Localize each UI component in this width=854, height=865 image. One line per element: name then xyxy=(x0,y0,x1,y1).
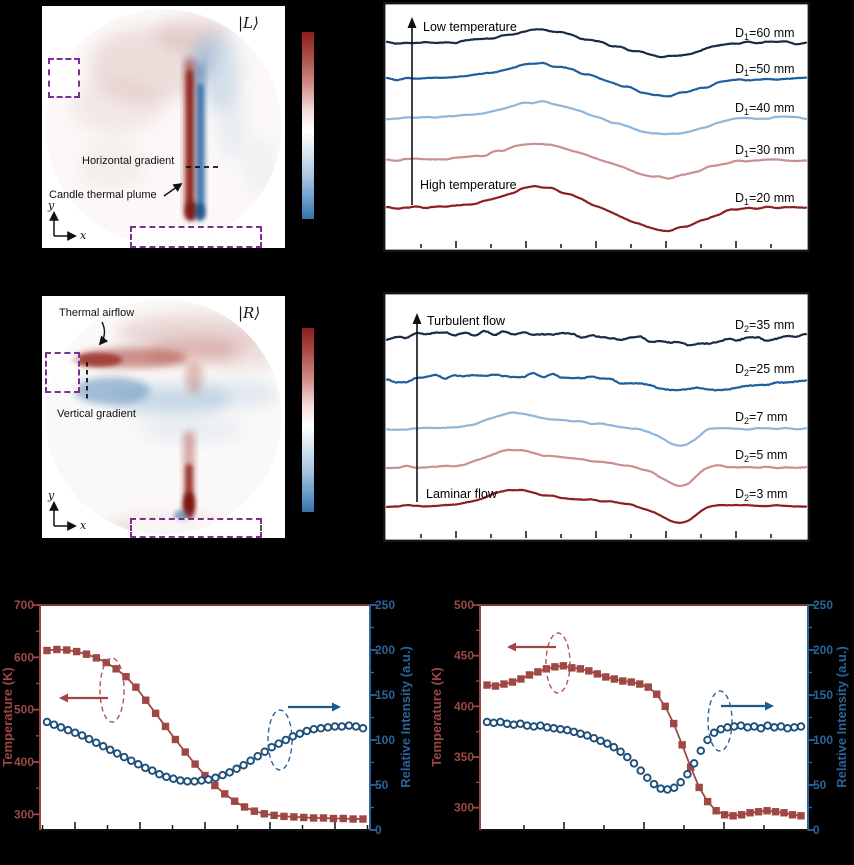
arrow-top-label: Turbulent flow xyxy=(427,314,506,328)
state-ket-label: |R⟩ xyxy=(238,304,261,322)
left-axis: 700 600 500 400 300 xyxy=(14,598,40,821)
trace-D2=7 mm xyxy=(385,411,808,447)
roi-box-bottom xyxy=(130,226,262,248)
right-axis-title: Relative Intensity (a.u.) xyxy=(398,646,413,788)
arrow-bottom-label: Laminar flow xyxy=(426,487,498,501)
left-axis: 500 450 400 350 300 xyxy=(454,598,480,815)
roi-box-bottom xyxy=(130,518,262,538)
trace-label: D2=3 mm xyxy=(735,487,788,503)
direction-arrow xyxy=(412,313,422,502)
direction-arrow xyxy=(407,17,417,205)
candle-thermal-plume-label: Candle thermal plume xyxy=(49,189,157,201)
axis-pointer-annotation xyxy=(507,632,571,694)
x-axis-letter: x xyxy=(80,519,87,532)
trace-chart-D1: D1=60 mm D1=50 mm D1=40 mm D1=30 mm D1=20 mm… xyxy=(383,2,810,252)
right-tick-label: 150 xyxy=(375,688,395,702)
trace-label: D1=40 mm xyxy=(735,101,795,117)
y-axis-letter: y xyxy=(48,199,55,212)
trace-D2=25 mm xyxy=(385,371,808,392)
right-tick-label: 100 xyxy=(375,733,395,747)
horizontal-gradient-label: Horizontal gradient xyxy=(82,155,175,167)
plot-frame xyxy=(383,2,810,252)
x-axis-letter: x xyxy=(80,229,87,242)
plot-frame xyxy=(383,292,810,542)
right-tick-label: 0 xyxy=(375,823,382,837)
left-axis-title: Temperature (K) xyxy=(0,667,15,766)
series-temperature xyxy=(483,662,805,820)
left-tick-label: 400 xyxy=(454,699,474,713)
trace-label: D1=60 mm xyxy=(735,26,795,42)
axis-pointer-annotation xyxy=(267,702,341,771)
roi-box-side xyxy=(45,352,80,393)
colorbar-a xyxy=(302,32,314,219)
trace-D1=20 mm xyxy=(385,184,808,233)
trace-label: D1=30 mm xyxy=(735,143,795,159)
right-tick-label: 50 xyxy=(375,778,389,792)
right-tick-label: 150 xyxy=(813,688,833,702)
trace-D2=5 mm xyxy=(385,448,808,487)
trace-label: D2=25 mm xyxy=(735,362,795,378)
axis-pointer-annotation xyxy=(59,657,125,723)
axis-pointer-annotation xyxy=(707,690,774,752)
right-tick-label: 50 xyxy=(813,778,827,792)
trace-label: D2=7 mm xyxy=(735,410,788,426)
roi-box-side xyxy=(48,58,80,98)
arrow-top-label: Low temperature xyxy=(423,20,517,34)
right-tick-label: 200 xyxy=(813,643,833,657)
left-tick-label: 300 xyxy=(454,801,474,815)
x-axis-ticks xyxy=(523,822,765,829)
y-axis-letter: y xyxy=(48,489,55,502)
trace-label: D2=5 mm xyxy=(735,448,788,464)
plot-area xyxy=(480,605,808,830)
trace-D2=3 mm xyxy=(385,488,808,524)
trace-D2=35 mm xyxy=(385,329,808,347)
right-tick-label: 250 xyxy=(813,598,833,612)
dual-axis-chart-horizontal-gradient: 700600500400300250200150100500Temperatur… xyxy=(0,598,413,837)
left-tick-label: 700 xyxy=(14,598,34,612)
plot-area xyxy=(40,605,370,830)
right-tick-label: 0 xyxy=(813,823,820,837)
x-axis-ticks xyxy=(420,531,772,538)
series-relative_intensity xyxy=(42,717,368,786)
trace-chart-D2: D2=35 mm D2=25 mm D2=7 mm D2=5 mm D2=3 mm Tur… xyxy=(383,292,810,542)
thermal-airflow-label: Thermal airflow xyxy=(59,307,135,319)
trace-D1=50 mm xyxy=(385,61,808,98)
dual-axis-chart-vertical-gradient: 500450400350300250200150100500Temperatur… xyxy=(429,598,849,837)
trace-label: D1=50 mm xyxy=(735,62,795,78)
trace-D1=30 mm xyxy=(385,142,808,180)
trace-label: D1=20 mm xyxy=(735,191,795,207)
left-tick-label: 300 xyxy=(14,807,34,821)
right-tick-label: 250 xyxy=(375,598,395,612)
x-axis-ticks xyxy=(41,822,369,829)
left-tick-label: 400 xyxy=(14,755,34,769)
series-relative_intensity xyxy=(482,717,806,794)
left-tick-label: 350 xyxy=(454,750,474,764)
left-tick-label: 500 xyxy=(454,598,474,612)
colorbar-c xyxy=(302,328,314,512)
arrow-bottom-label: High temperature xyxy=(420,178,517,192)
state-ket-label: |L⟩ xyxy=(238,14,259,32)
right-tick-label: 200 xyxy=(375,643,395,657)
series-temperature xyxy=(43,645,367,823)
trace-D1=60 mm xyxy=(385,28,808,59)
flow-image-R-panel: |R⟩ Thermal airflow Vertical gradient y … xyxy=(42,296,285,538)
right-axis-title: Relative Intensity (a.u.) xyxy=(834,646,849,788)
x-axis-ticks xyxy=(420,241,772,248)
trace-label: D2=35 mm xyxy=(735,318,795,334)
trace-D1=40 mm xyxy=(385,100,808,136)
left-axis-title: Temperature (K) xyxy=(429,667,444,766)
vertical-gradient-label: Vertical gradient xyxy=(57,408,136,420)
right-axis: 250 200 150 100 50 0 xyxy=(370,598,395,837)
flow-field-visualization-R xyxy=(42,296,285,538)
left-tick-label: 500 xyxy=(14,703,34,717)
flow-image-L-panel: |L⟩ Horizontal gradient Candle thermal p… xyxy=(42,6,285,248)
left-tick-label: 600 xyxy=(14,650,34,664)
flow-field-visualization-L xyxy=(42,6,285,248)
right-tick-label: 100 xyxy=(813,733,833,747)
left-tick-label: 450 xyxy=(454,649,474,663)
right-axis: 250 200 150 100 50 0 xyxy=(808,598,833,837)
